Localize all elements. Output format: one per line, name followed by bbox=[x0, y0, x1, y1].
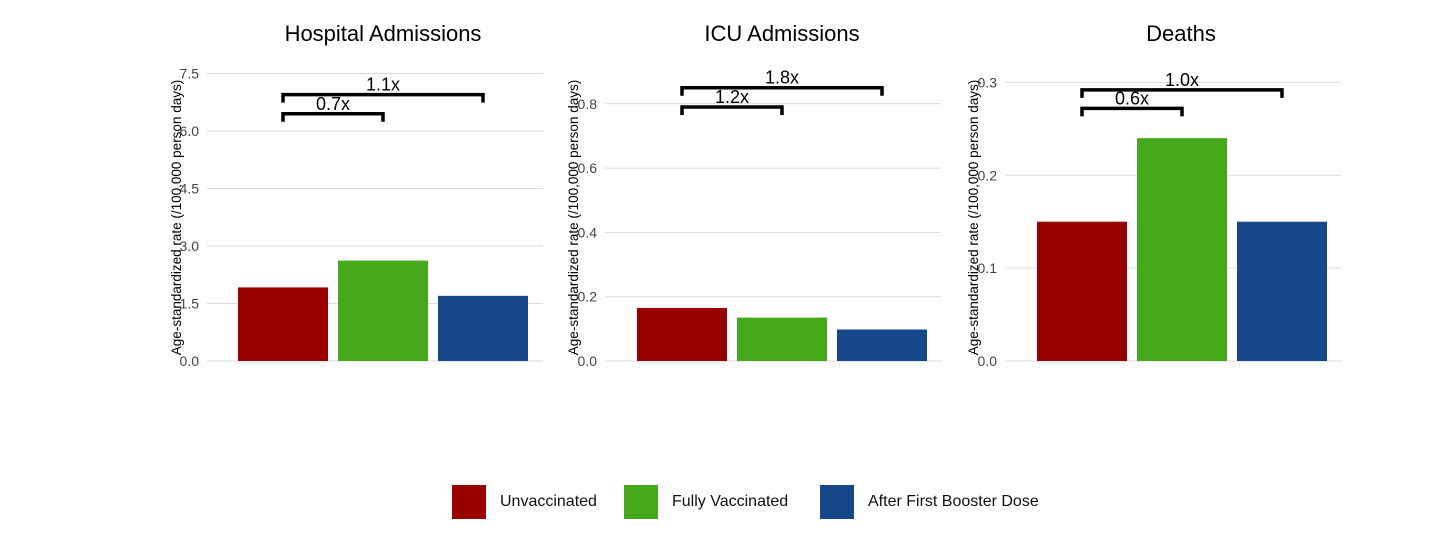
y-tick-label: 0.0 bbox=[978, 353, 998, 369]
y-axis-label: Age-standardized rate (/100,000 person d… bbox=[169, 80, 184, 355]
chart-panel-2: 0.0 0.2 0.4 0.6 0.8 1.2x 1.8x ICU Admissions Age… bbox=[566, 21, 941, 369]
y-tick-label: 0.6 bbox=[578, 160, 598, 176]
y-tick-label: 1.5 bbox=[180, 296, 200, 312]
comparison-label: 1.8x bbox=[765, 68, 799, 88]
y-tick-label: 0.0 bbox=[578, 353, 598, 369]
bar-3 bbox=[837, 329, 927, 361]
comparison-bracket bbox=[281, 112, 385, 122]
comparison-label: 1.0x bbox=[1165, 70, 1199, 90]
bar-3 bbox=[438, 295, 528, 361]
bar-1 bbox=[238, 287, 328, 361]
legend: Unvaccinated Fully Vaccinated After Firs… bbox=[0, 484, 1456, 520]
legend-label-fully-vaccinated: Fully Vaccinated bbox=[672, 493, 789, 510]
y-tick-label: 0.3 bbox=[978, 74, 998, 90]
bar-1 bbox=[1037, 221, 1127, 361]
y-axis-label: Age-standardized rate (/100,000 person d… bbox=[566, 80, 581, 355]
bar-3 bbox=[1237, 221, 1327, 361]
comparison-bracket bbox=[281, 92, 485, 103]
y-tick-label: 0.0 bbox=[180, 353, 200, 369]
comparison-bracket bbox=[680, 85, 884, 96]
chart-title: Hospital Admissions bbox=[285, 21, 482, 46]
comparison-label: 1.2x bbox=[715, 87, 749, 107]
bar-2 bbox=[1137, 138, 1227, 361]
chart-panel-1: 0.0 1.5 3.0 4.5 6.0 7.5 0.7x 1.1x Hospital Admis… bbox=[169, 21, 543, 369]
y-tick-label: 0.8 bbox=[578, 96, 598, 112]
y-tick-label: 0.2 bbox=[578, 289, 598, 305]
y-tick-label: 0.4 bbox=[578, 224, 598, 240]
legend-swatch-fully-vaccinated bbox=[624, 485, 658, 519]
comparison-label: 0.7x bbox=[316, 94, 350, 114]
y-tick-label: 4.5 bbox=[180, 181, 200, 197]
comparison-bracket bbox=[1080, 88, 1284, 98]
bar-2 bbox=[338, 260, 428, 361]
bar-1 bbox=[637, 307, 727, 361]
bar-2 bbox=[737, 317, 827, 361]
legend-label-booster: After First Booster Dose bbox=[868, 493, 1039, 510]
chart-title: ICU Admissions bbox=[704, 21, 859, 46]
legend-label-unvaccinated: Unvaccinated bbox=[500, 493, 597, 510]
comparison-bracket bbox=[1080, 106, 1184, 117]
legend-item-fully-vaccinated: Fully Vaccinated bbox=[624, 484, 788, 520]
y-tick-label: 3.0 bbox=[180, 238, 200, 254]
y-tick-label: 0.2 bbox=[978, 167, 998, 183]
legend-swatch-booster bbox=[820, 485, 854, 519]
chart-title: Deaths bbox=[1146, 21, 1216, 46]
comparison-label: 0.6x bbox=[1115, 88, 1149, 108]
y-tick-label: 0.1 bbox=[978, 260, 998, 276]
y-tick-label: 6.0 bbox=[180, 123, 200, 139]
comparison-label: 1.1x bbox=[366, 75, 400, 95]
comparison-bracket bbox=[680, 105, 784, 116]
chart-panel-3: 0.0 0.1 0.2 0.3 0.6x 1.0x Deaths Age-standardiz… bbox=[966, 21, 1341, 369]
y-axis-label: Age-standardized rate (/100,000 person d… bbox=[966, 80, 981, 355]
legend-item-booster: After First Booster Dose bbox=[820, 484, 1039, 520]
legend-item-unvaccinated: Unvaccinated bbox=[452, 484, 597, 520]
y-tick-label: 7.5 bbox=[180, 66, 200, 82]
legend-swatch-unvaccinated bbox=[452, 485, 486, 519]
